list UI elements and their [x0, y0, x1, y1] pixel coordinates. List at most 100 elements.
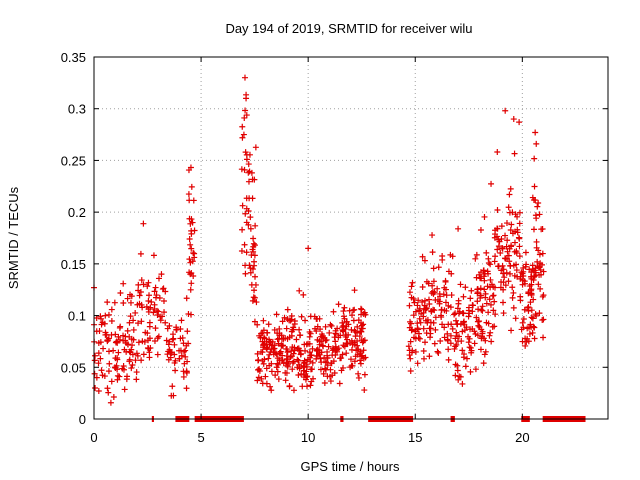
data-point: [117, 323, 124, 330]
data-point: [130, 317, 137, 324]
data-point: [434, 285, 441, 292]
data-point: [474, 332, 481, 339]
data-point: [339, 326, 346, 333]
data-point: [494, 246, 501, 253]
data-point: [184, 328, 191, 335]
data-point: [460, 354, 467, 361]
data-point: [336, 380, 343, 387]
data-point: [513, 261, 520, 268]
data-point: [344, 336, 351, 343]
data-point: [412, 328, 419, 335]
data-point: [416, 307, 423, 314]
data-point: [243, 195, 250, 202]
data-point: [348, 326, 355, 333]
data-point: [492, 253, 499, 260]
data-point: [284, 363, 291, 370]
data-point: [255, 366, 262, 373]
data-point: [276, 325, 283, 332]
data-point: [415, 297, 422, 304]
data-point: [411, 299, 418, 306]
data-point: [335, 301, 342, 308]
data-point: [185, 311, 192, 318]
data-point: [188, 230, 195, 237]
data-point: [447, 304, 454, 311]
data-point: [533, 244, 540, 251]
data-point: [160, 285, 167, 292]
data-point: [416, 335, 423, 342]
data-point: [467, 368, 474, 375]
data-point: [480, 267, 487, 274]
data-point: [128, 365, 135, 372]
data-point: [246, 168, 253, 175]
data-point: [540, 316, 547, 323]
data-point: [300, 291, 307, 298]
data-point: [497, 250, 504, 257]
data-point: [471, 340, 478, 347]
data-point: [512, 315, 519, 322]
data-point: [454, 305, 461, 312]
data-point: [126, 319, 133, 326]
data-point: [447, 332, 454, 339]
data-point: [112, 355, 119, 362]
data-point: [305, 356, 312, 363]
data-point: [341, 315, 348, 322]
data-point: [138, 318, 145, 325]
data-point: [154, 351, 161, 358]
data-point: [474, 286, 481, 293]
data-point: [452, 317, 459, 324]
data-point: [112, 365, 119, 372]
data-point: [147, 345, 154, 352]
data-point: [507, 185, 514, 192]
y-axis-label: SRMTID / TECUs: [6, 186, 21, 289]
data-point: [311, 325, 318, 332]
data-point: [281, 314, 288, 321]
y-tick-label: 0.1: [68, 309, 86, 324]
data-point: [309, 345, 316, 352]
data-point: [355, 370, 362, 377]
data-point: [95, 388, 102, 395]
data-point: [166, 346, 173, 353]
data-point: [275, 376, 282, 383]
data-point: [492, 311, 499, 318]
data-point: [105, 368, 112, 375]
data-point: [266, 336, 273, 343]
data-point: [503, 269, 510, 276]
data-point: [526, 266, 533, 273]
data-point: [525, 303, 532, 310]
data-point: [260, 344, 267, 351]
data-point: [262, 373, 269, 380]
data-point: [171, 359, 178, 366]
data-point: [132, 309, 139, 316]
x-tick-label: 10: [301, 430, 315, 445]
data-point: [273, 351, 280, 358]
data-point: [477, 226, 484, 233]
data-point: [145, 337, 152, 344]
data-point: [296, 287, 303, 294]
data-point: [426, 301, 433, 308]
data-point: [97, 339, 104, 346]
data-point: [121, 346, 128, 353]
data-point: [151, 301, 158, 308]
data-point: [516, 253, 523, 260]
data-point: [294, 356, 301, 363]
data-point: [349, 312, 356, 319]
data-point: [115, 349, 122, 356]
data-point: [187, 241, 194, 248]
data-point: [139, 338, 146, 345]
data-point: [489, 292, 496, 299]
data-point: [509, 294, 516, 301]
data-point: [242, 270, 249, 277]
data-point: [432, 314, 439, 321]
data-point: [507, 262, 514, 269]
data-point: [275, 361, 282, 368]
data-point: [481, 213, 488, 220]
data-point: [496, 238, 503, 245]
data-point: [137, 250, 144, 257]
data-point: [435, 349, 442, 356]
data-point: [242, 262, 249, 269]
data-point: [180, 373, 187, 380]
data-point: [528, 273, 535, 280]
data-point: [468, 347, 475, 354]
data-point: [284, 316, 291, 323]
data-point: [169, 336, 176, 343]
